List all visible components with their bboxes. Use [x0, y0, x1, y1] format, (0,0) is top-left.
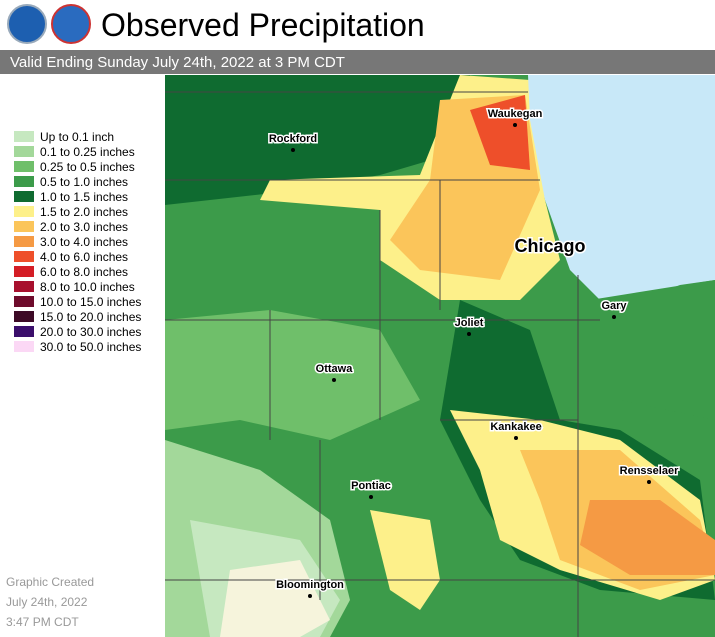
city-dot [612, 315, 616, 319]
city-label: Rensselaer [620, 465, 679, 477]
legend-label: 8.0 to 10.0 inches [40, 280, 135, 294]
legend-swatch [14, 191, 34, 202]
legend-swatch [14, 161, 34, 172]
legend-label: 20.0 to 30.0 inches [40, 325, 141, 339]
city-label: Rockford [269, 133, 317, 145]
legend-swatch [14, 251, 34, 262]
legend-label: 15.0 to 20.0 inches [40, 310, 141, 324]
legend-label: 1.0 to 1.5 inches [40, 190, 128, 204]
legend-swatch [14, 236, 34, 247]
subtitle-bar [0, 50, 715, 74]
city-label: Gary [601, 300, 627, 312]
city-dot [332, 378, 336, 382]
footer: Graphic Created July 24th, 2022 3:47 PM CD… [6, 575, 94, 629]
legend-label: 0.5 to 1.0 inches [40, 175, 128, 189]
city-dot [369, 495, 373, 499]
city-dot [514, 436, 518, 440]
legend-label: 4.0 to 6.0 inches [40, 250, 128, 264]
legend-label: 3.0 to 4.0 inches [40, 235, 128, 249]
city-label: Pontiac [351, 480, 391, 492]
legend-label: 1.5 to 2.0 inches [40, 205, 128, 219]
city-label: Kankakee [490, 421, 541, 433]
city-label: Joliet [455, 317, 484, 329]
map [165, 75, 715, 637]
footer-text: Graphic Created [6, 575, 94, 589]
legend-swatch [14, 266, 34, 277]
legend-label: 30.0 to 50.0 inches [40, 340, 141, 354]
legend-label: 10.0 to 15.0 inches [40, 295, 141, 309]
subtitle: Valid Ending Sunday July 24th, 2022 at 3… [10, 54, 345, 71]
legend-swatch [14, 176, 34, 187]
legend-label: Up to 0.1 inch [40, 130, 114, 144]
title: Observed Precipitation [101, 7, 425, 43]
legend-swatch [14, 146, 34, 157]
legend-swatch [14, 131, 34, 142]
city-dot [647, 480, 651, 484]
legend-swatch [14, 311, 34, 322]
legend-label: 2.0 to 3.0 inches [40, 220, 128, 234]
city-dot [308, 594, 312, 598]
legend-swatch [14, 296, 34, 307]
footer-text: July 24th, 2022 [6, 595, 88, 609]
city-dot [291, 148, 295, 152]
city-label: Waukegan [488, 108, 543, 120]
cities: Rockford Waukegan Chicago Gary Joliet Ottawa K… [267, 107, 681, 598]
legend-swatch [14, 221, 34, 232]
city-dot [467, 332, 471, 336]
city-label: Bloomington [276, 579, 344, 591]
city-label: Chicago [514, 236, 585, 256]
legend-swatch [14, 341, 34, 352]
legend-label: 6.0 to 8.0 inches [40, 265, 128, 279]
city-dot [513, 123, 517, 127]
legend-label: 0.25 to 0.5 inches [40, 160, 135, 174]
legend-label: 0.1 to 0.25 inches [40, 145, 135, 159]
noaa-logo [7, 4, 47, 44]
legend-swatch [14, 206, 34, 217]
city-label: Ottawa [316, 363, 354, 375]
legend-swatch [14, 281, 34, 292]
nws-logo [51, 4, 91, 44]
footer-text: 3:47 PM CDT [6, 615, 79, 629]
legend-swatch [14, 326, 34, 337]
